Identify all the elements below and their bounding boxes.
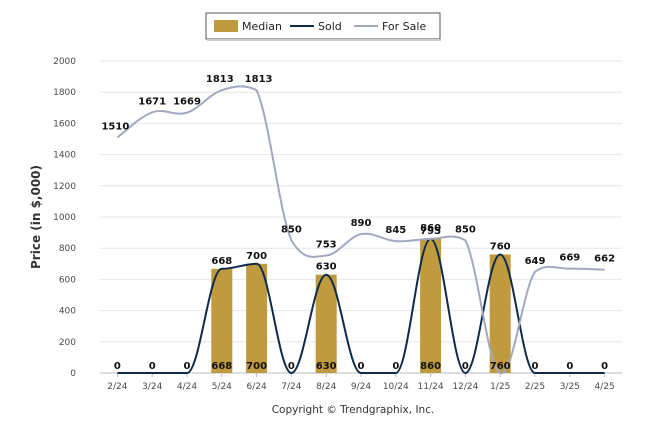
x-tick-label: 4/25 [594,382,614,392]
x-tick-label: 11/24 [418,382,444,392]
x-tick-label: 8/24 [316,382,336,392]
median-bar-label: 860 [420,361,441,372]
median-bar [489,254,511,373]
sold-label: 0 [462,361,469,372]
sold-label: 700 [246,251,267,262]
x-tick-label: 12/24 [452,382,478,392]
sold-label: 0 [288,361,295,372]
for-sale-label: 1813 [245,74,273,85]
y-tick-label: 800 [59,244,76,254]
legend-box [205,12,441,40]
y-tick-labels: 0 200 400 600 800 1000 1200 1400 1600 1800 2000 [53,57,76,379]
sold-label: 630 [316,262,337,273]
for-sale-label: 850 [455,224,476,235]
for-sale-label: 1669 [173,97,201,108]
for-sale-label: 1813 [206,74,234,85]
data-labels: 668 700 630 860 760 0 0 0 668 700 0 630 0 0 795 0 760 0 0 0… [101,74,615,372]
sold-label: 0 [149,361,156,372]
grid [100,60,622,377]
copyright-text: Copyright © Trendgraphix, Inc. [272,404,435,416]
legend-label-for-sale: For Sale [382,20,426,33]
for-sale-label: 662 [594,254,615,265]
for-sale-label: 669 [559,253,580,264]
x-tick-label: 1/25 [490,382,510,392]
for-sale-label: 649 [525,256,546,267]
sold-label: 795 [420,226,441,237]
median-bar-label: 700 [246,361,267,372]
y-axis-label: Price (in $,000) [29,165,43,269]
median-bar [211,268,233,373]
x-tick-label: 6/24 [246,382,266,392]
for-sale-label: 860 [420,223,441,234]
median-bar [420,238,442,373]
sold-label: 0 [566,361,573,372]
sold-label: 0 [601,361,608,372]
median-bar [315,274,337,373]
y-tick-label: 1400 [53,151,76,161]
y-tick-label: 1600 [53,119,76,129]
for-sale-label: 845 [385,225,406,236]
for-sale-label: 890 [351,218,372,229]
for-sale-label: 1671 [138,96,166,107]
y-tick-label: 1800 [53,88,76,98]
y-tick-label: 2000 [53,57,76,67]
legend-label-median: Median [242,20,282,33]
median-bar [246,263,268,373]
x-tick-label: 2/24 [107,382,127,392]
legend: Median Sold For Sale [205,12,441,41]
for-sale-label: 850 [281,224,302,235]
sold-label: 0 [184,361,191,372]
for-sale-label: 1510 [101,121,129,132]
y-tick-label: 1200 [53,182,76,192]
x-tick-label: 2/25 [525,382,545,392]
median-bar-label: 668 [211,361,232,372]
y-tick-label: 400 [59,307,76,317]
x-tick-label: 7/24 [281,382,301,392]
sold-label: 0 [392,361,399,372]
legend-shadow [207,39,441,41]
legend-swatch-median [214,20,238,32]
x-tick-label: 3/25 [560,382,580,392]
y-tick-label: 0 [70,369,76,379]
x-tick-labels: 2/24 3/24 4/24 5/24 6/24 7/24 8/24 9/24 10/24 11/… [107,382,614,392]
sold-label: 0 [114,361,121,372]
y-tick-label: 600 [59,275,76,285]
x-tick-label: 9/24 [351,382,371,392]
x-tick-label: 4/24 [177,382,197,392]
median-bar-label: 630 [316,361,337,372]
x-tick-label: 10/24 [383,382,409,392]
x-tick-label: 3/24 [142,382,162,392]
y-tick-label: 1000 [53,213,76,223]
legend-label-sold: Sold [318,20,342,33]
y-tick-label: 200 [59,338,76,348]
for-sale-line [116,85,605,375]
sold-label: 0 [532,361,539,372]
x-tick-label: 5/24 [212,382,232,392]
for-sale-label: 753 [316,240,337,251]
sold-label: 760 [490,241,511,252]
series-lines [116,85,605,375]
sold-label: 0 [358,361,365,372]
median-bars [211,238,511,373]
sold-label: 668 [211,256,232,267]
median-bar-label: 760 [490,361,511,372]
sold-line [117,237,605,375]
